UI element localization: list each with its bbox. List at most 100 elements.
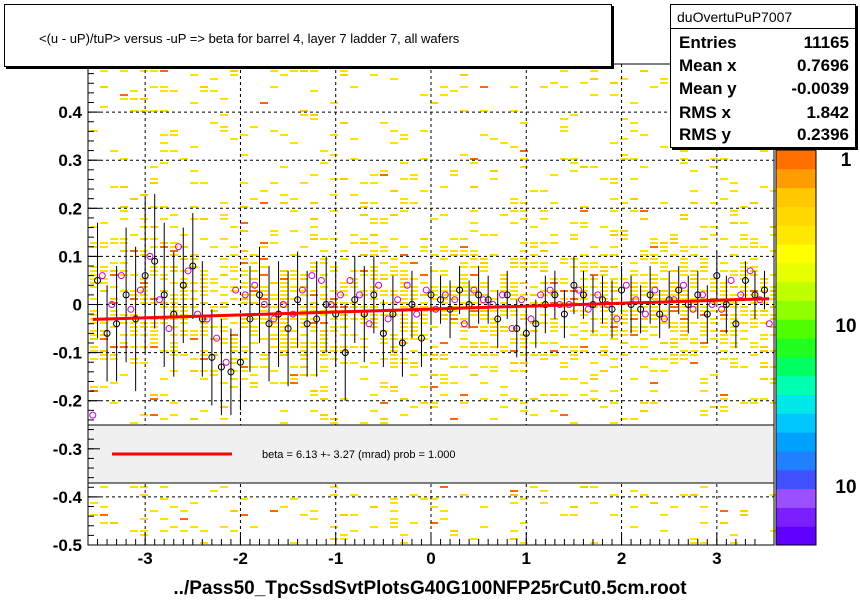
histogram-bin xyxy=(310,202,318,204)
histogram-bin xyxy=(170,250,178,252)
histogram-bin xyxy=(340,122,348,124)
histogram-bin xyxy=(690,306,698,308)
histogram-bin xyxy=(450,530,458,532)
histogram-bin xyxy=(370,410,378,412)
histogram-bin xyxy=(180,298,188,300)
histogram-bin xyxy=(410,406,418,408)
histogram-bin xyxy=(650,358,658,360)
histogram-bin xyxy=(510,538,518,540)
palette-color-band xyxy=(776,432,816,452)
histogram-bin xyxy=(330,194,338,196)
histogram-bin xyxy=(480,314,488,316)
histogram-bin xyxy=(710,310,718,312)
histogram-bin xyxy=(130,250,138,252)
histogram-bin xyxy=(740,278,748,280)
histogram-bin xyxy=(240,262,248,264)
stat-value: 0.7696 xyxy=(797,56,849,75)
histogram-bin xyxy=(100,70,108,72)
histogram-bin xyxy=(680,350,688,352)
data-point-magenta xyxy=(241,291,249,299)
histogram-bin xyxy=(480,354,488,356)
histogram-bin xyxy=(300,366,308,368)
histogram-bin xyxy=(660,270,668,272)
data-point-magenta xyxy=(356,291,364,299)
data-point-black xyxy=(141,272,149,280)
histogram-bin xyxy=(260,258,268,260)
histogram-bin xyxy=(550,82,558,84)
histogram-bin xyxy=(680,274,688,276)
histogram-bin xyxy=(180,246,188,248)
histogram-bin xyxy=(450,298,458,300)
histogram-bin xyxy=(440,374,448,376)
palette-color-band xyxy=(776,488,816,508)
histogram-bin xyxy=(270,86,278,88)
data-point-black xyxy=(494,315,502,323)
histogram-bin xyxy=(340,286,348,288)
histogram-bin xyxy=(640,134,648,136)
histogram-bin xyxy=(590,278,598,280)
histogram-bin xyxy=(270,334,278,336)
histogram-bin xyxy=(720,318,728,320)
histogram-bin xyxy=(320,342,328,344)
histogram-bin xyxy=(540,250,548,252)
histogram-bin xyxy=(190,370,198,372)
histogram-bin xyxy=(520,498,528,500)
histogram-bin xyxy=(690,246,698,248)
histogram-bin xyxy=(340,74,348,76)
histogram-bin xyxy=(720,350,728,352)
histogram-bin xyxy=(630,102,638,104)
histogram-bin xyxy=(620,314,628,316)
histogram-bin xyxy=(670,270,678,272)
histogram-bin xyxy=(480,526,488,528)
histogram-bin xyxy=(160,162,168,164)
histogram-bin xyxy=(370,174,378,176)
histogram-bin xyxy=(740,514,748,516)
histogram-bin xyxy=(720,358,728,360)
histogram-bin xyxy=(170,414,178,416)
histogram-bin xyxy=(660,262,668,264)
histogram-bin xyxy=(460,318,468,320)
histogram-bin xyxy=(570,506,578,508)
histogram-bin xyxy=(300,278,308,280)
histogram-bin xyxy=(580,298,588,300)
histogram-bin xyxy=(330,330,338,332)
data-point-black xyxy=(713,272,721,280)
data-point-black xyxy=(122,291,130,299)
histogram-bin xyxy=(440,274,448,276)
histogram-bin xyxy=(190,102,198,104)
histogram-bin xyxy=(310,346,318,348)
histogram-bin xyxy=(240,298,248,300)
histogram-bin xyxy=(520,370,528,372)
histogram-bin xyxy=(480,110,488,112)
histogram-bin xyxy=(290,378,298,380)
histogram-bin xyxy=(670,310,678,312)
data-point-magenta xyxy=(308,272,316,280)
histogram-bin xyxy=(670,322,678,324)
palette-color-band xyxy=(776,526,816,546)
histogram-bin xyxy=(620,158,628,160)
histogram-bin xyxy=(580,278,588,280)
histogram-bin xyxy=(210,490,218,492)
histogram-bin xyxy=(90,314,98,316)
histogram-bin xyxy=(160,498,168,500)
data-point-black xyxy=(608,305,616,313)
data-point-magenta xyxy=(375,281,383,289)
histogram-bin xyxy=(110,314,118,316)
histogram-bin xyxy=(280,422,288,424)
histogram-bin xyxy=(460,394,468,396)
histogram-bin xyxy=(260,246,268,248)
histogram-bin xyxy=(430,102,438,104)
histogram-bin xyxy=(350,494,358,496)
data-point-black xyxy=(379,329,387,337)
data-point-magenta xyxy=(651,286,659,294)
histogram-bin xyxy=(460,262,468,264)
histogram-bin xyxy=(600,334,608,336)
histogram-bin xyxy=(330,486,338,488)
histogram-bin xyxy=(490,418,498,420)
histogram-bin xyxy=(680,218,688,220)
histogram-bin xyxy=(150,398,158,400)
histogram-bin xyxy=(300,314,308,316)
histogram-bin xyxy=(390,334,398,336)
histogram-bin xyxy=(320,338,328,340)
histogram-bin xyxy=(580,266,588,268)
